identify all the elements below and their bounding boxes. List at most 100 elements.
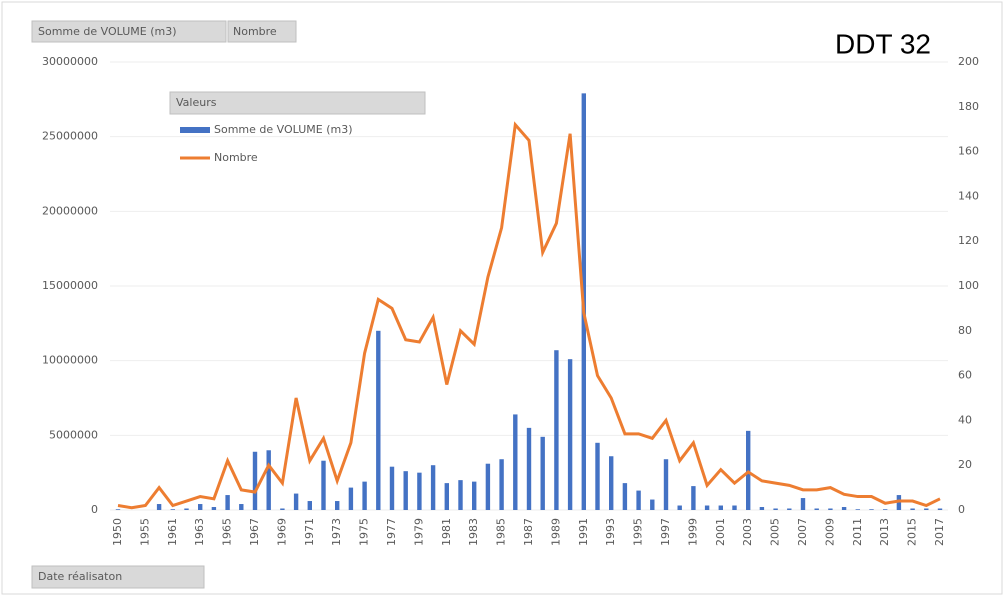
x-tick-label: 1971 xyxy=(303,518,316,546)
bar xyxy=(321,460,326,510)
bar xyxy=(855,509,860,510)
x-tick-label: 2001 xyxy=(714,518,727,546)
bar xyxy=(211,507,217,510)
x-tick-label: 2011 xyxy=(851,518,864,546)
bar xyxy=(170,509,175,510)
bar xyxy=(924,508,929,510)
bar xyxy=(718,505,723,510)
y2-tick-label: 140 xyxy=(958,189,979,202)
bar xyxy=(403,471,408,510)
bar xyxy=(773,508,778,510)
y-tick-label: 15000000 xyxy=(42,279,98,292)
bar xyxy=(156,504,162,510)
legend-label: Nombre xyxy=(214,151,258,164)
bar xyxy=(444,483,449,510)
bar xyxy=(115,509,121,510)
bar xyxy=(622,483,628,510)
bar xyxy=(650,499,655,510)
y2-tick-label: 120 xyxy=(958,234,979,247)
bar xyxy=(883,509,888,510)
bar xyxy=(732,505,737,510)
axis-button-label[interactable]: Date réalisaton xyxy=(38,570,122,583)
field-button-label[interactable]: Nombre xyxy=(233,25,277,38)
bar xyxy=(691,486,696,510)
bar xyxy=(567,359,573,510)
x-tick-label: 1975 xyxy=(358,518,371,546)
y2-tick-label: 180 xyxy=(958,100,979,113)
x-tick-label: 1950 xyxy=(111,518,124,546)
x-tick-label: 1997 xyxy=(659,518,672,546)
x-tick-label: 1983 xyxy=(467,518,480,546)
x-tick-label: 1995 xyxy=(632,518,645,546)
bar xyxy=(787,508,792,510)
y-tick-label: 0 xyxy=(91,503,98,516)
bar xyxy=(704,505,710,510)
x-tick-label: 1999 xyxy=(686,518,699,546)
bar xyxy=(430,465,436,510)
bar xyxy=(252,451,258,510)
y-tick-label: 5000000 xyxy=(49,428,98,441)
x-tick-label: 1979 xyxy=(412,518,425,546)
x-tick-label: 1985 xyxy=(495,518,508,546)
bar xyxy=(472,481,477,510)
x-tick-label: 2005 xyxy=(769,518,782,546)
bar xyxy=(389,466,395,510)
y2-tick-label: 40 xyxy=(958,413,972,426)
bar xyxy=(307,501,312,510)
bar xyxy=(828,508,833,510)
bar xyxy=(937,508,943,510)
field-button-label[interactable]: Somme de VOLUME (m3) xyxy=(38,25,177,38)
y2-tick-label: 80 xyxy=(958,324,972,337)
x-tick-label: 1991 xyxy=(577,518,590,546)
x-tick-label: 1977 xyxy=(385,518,398,546)
bar xyxy=(362,481,367,510)
bar xyxy=(663,459,669,510)
y2-tick-label: 0 xyxy=(958,503,965,516)
bar xyxy=(554,350,559,510)
bar xyxy=(239,504,244,510)
x-tick-label: 1987 xyxy=(522,518,535,546)
field-button[interactable] xyxy=(227,20,297,43)
x-tick-label: 2007 xyxy=(796,518,809,546)
bar xyxy=(636,490,641,510)
bar xyxy=(814,508,819,510)
bar xyxy=(335,501,340,510)
x-tick-label: 2017 xyxy=(933,518,946,546)
x-tick-label: 1973 xyxy=(330,518,343,546)
bar xyxy=(198,504,203,510)
y-tick-label: 10000000 xyxy=(42,354,98,367)
x-tick-label: 1955 xyxy=(138,518,151,546)
y2-tick-label: 200 xyxy=(958,55,979,68)
x-tick-label: 1965 xyxy=(221,518,234,546)
axis-button[interactable] xyxy=(31,565,205,589)
bar xyxy=(609,456,614,510)
annotation: DDT 32 xyxy=(835,28,931,59)
y-tick-label: 30000000 xyxy=(42,55,98,68)
y2-tick-label: 20 xyxy=(958,458,972,471)
bar xyxy=(417,472,422,510)
bar xyxy=(485,463,491,510)
bar xyxy=(266,450,271,510)
bar xyxy=(376,330,381,510)
bar xyxy=(759,507,765,510)
x-tick-label: 1969 xyxy=(275,518,288,546)
x-tick-label: 2013 xyxy=(878,518,891,546)
x-tick-label: 1989 xyxy=(549,518,562,546)
bar xyxy=(225,495,230,510)
bar xyxy=(513,414,518,510)
bar xyxy=(458,480,463,510)
y-tick-label: 20000000 xyxy=(42,204,98,217)
x-tick-label: 1963 xyxy=(193,518,206,546)
bar xyxy=(526,427,532,510)
line xyxy=(117,121,941,510)
y2-tick-label: 100 xyxy=(958,279,979,292)
legend-title-bar[interactable] xyxy=(169,91,426,115)
bar xyxy=(293,493,299,510)
field-button[interactable] xyxy=(31,20,227,43)
x-tick-label: 1961 xyxy=(166,518,179,546)
bar xyxy=(280,508,285,510)
bar xyxy=(348,487,354,510)
bar xyxy=(677,505,682,510)
x-tick-label: 2009 xyxy=(823,518,836,546)
bar xyxy=(800,498,806,510)
